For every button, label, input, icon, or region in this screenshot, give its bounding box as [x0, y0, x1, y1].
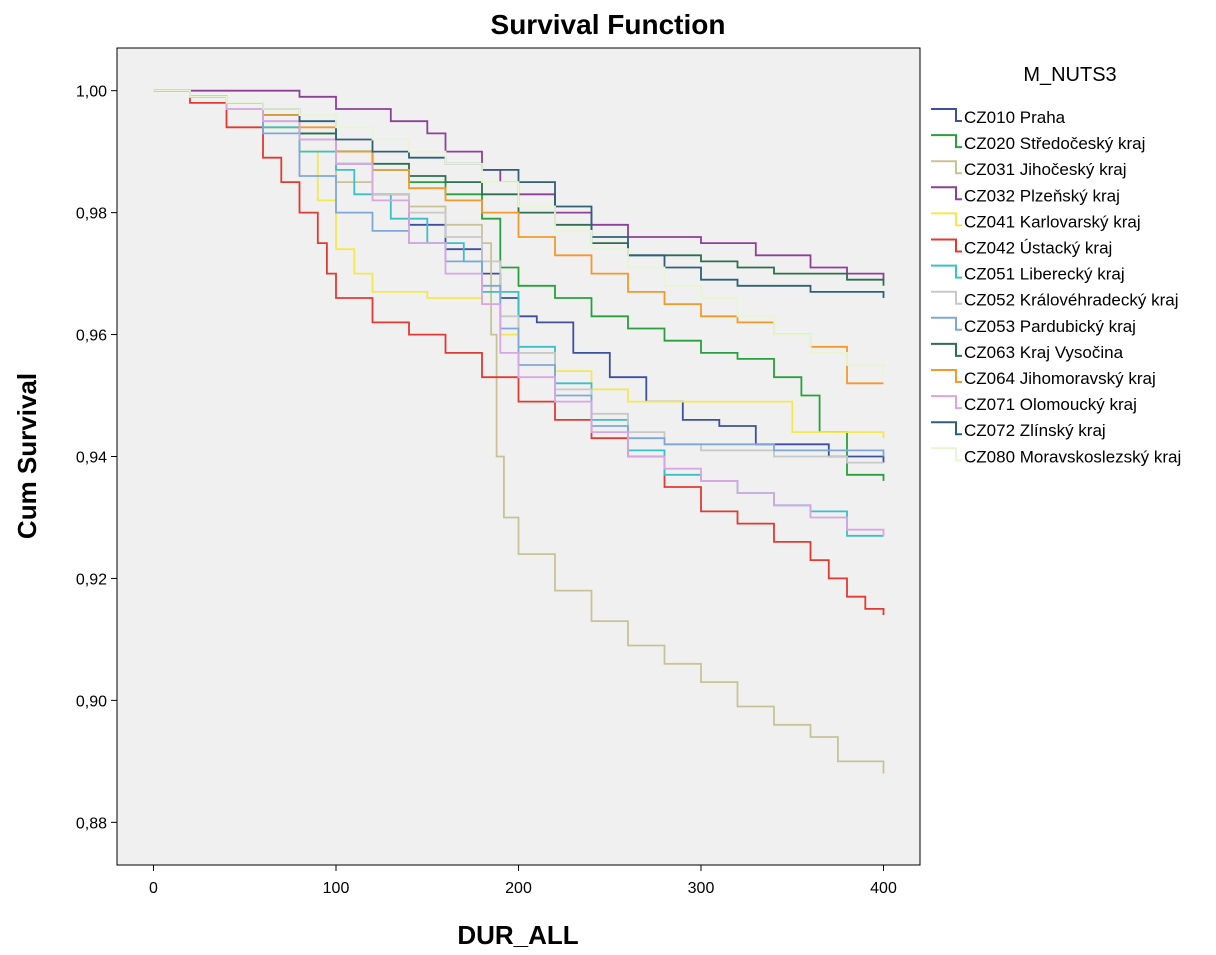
legend-swatch-9: [931, 316, 962, 331]
legend-swatch-7: [931, 264, 962, 279]
legend-label-8: CZ052 Královéhradecký kraj: [964, 291, 1178, 310]
legend-label-4: CZ032 Plzeňský kraj: [964, 186, 1120, 205]
y-tick-label: 0,96: [76, 328, 107, 345]
legend-swatch-10: [931, 342, 962, 357]
y-tick-label: 0,90: [76, 693, 107, 710]
legend-swatch-5: [931, 212, 962, 227]
legend-swatch-11: [931, 369, 962, 383]
legend-label-11: CZ064 Jihomoravský kraj: [964, 369, 1156, 388]
legend-swatch-13: [931, 421, 962, 436]
series-line-9: [153, 89, 885, 457]
y-tick-label: 0,92: [76, 571, 107, 588]
legend-swatch-8: [931, 290, 962, 305]
y-axis: 1,00 0,98 0,96 0,94 0,92 0,90 0,88: [76, 84, 117, 832]
x-tick-label: 300: [688, 880, 715, 897]
chart-title: Survival Function: [491, 9, 726, 40]
series-lines: [153, 89, 885, 774]
legend-label-3: CZ031 Jihočeský kraj: [964, 160, 1127, 179]
legend-swatch-6: [931, 238, 962, 253]
x-tick-label: 100: [323, 880, 350, 897]
legend-swatch-12: [931, 395, 962, 410]
legend-swatch-14: [931, 447, 962, 462]
legend-label-5: CZ041 Karlovarský kraj: [964, 212, 1141, 231]
x-axis: 0 100 200 300 400: [149, 865, 897, 897]
legend-label-14: CZ080 Moravskoslezský kraj: [964, 447, 1181, 466]
legend-label-12: CZ071 Olomoucký kraj: [964, 395, 1137, 414]
y-tick-label: 1,00: [76, 84, 107, 101]
series-line-14: [153, 89, 885, 378]
x-tick-label: 400: [870, 880, 897, 897]
legend-label-2: CZ020 Středočeský kraj: [964, 134, 1145, 153]
y-tick-label: 0,88: [76, 815, 107, 832]
legend-label-7: CZ051 Liberecký kraj: [964, 265, 1125, 284]
series-line-11: [153, 89, 884, 385]
legend: CZ010 Praha CZ020 Středočeský kraj CZ031 J…: [931, 108, 1181, 466]
legend-label-1: CZ010 Praha: [964, 108, 1066, 127]
legend-label-9: CZ053 Pardubický kraj: [964, 317, 1136, 336]
legend-swatch-2: [931, 134, 962, 149]
legend-swatch-1: [931, 108, 962, 122]
legend-title: M_NUTS3: [1023, 64, 1116, 86]
x-tick-label: 0: [149, 880, 158, 897]
y-tick-label: 0,98: [76, 206, 107, 223]
legend-label-13: CZ072 Zlínský kraj: [964, 421, 1106, 440]
legend-label-10: CZ063 Kraj Vysočina: [964, 343, 1124, 362]
legend-label-6: CZ042 Ústacký kraj: [964, 239, 1112, 258]
legend-swatch-4: [931, 186, 962, 201]
legend-swatch-3: [931, 160, 962, 175]
x-axis-title: DUR_ALL: [457, 920, 578, 950]
x-tick-label: 200: [505, 880, 532, 897]
y-tick-label: 0,94: [76, 450, 107, 467]
y-axis-title: Cum Survival: [12, 373, 42, 539]
